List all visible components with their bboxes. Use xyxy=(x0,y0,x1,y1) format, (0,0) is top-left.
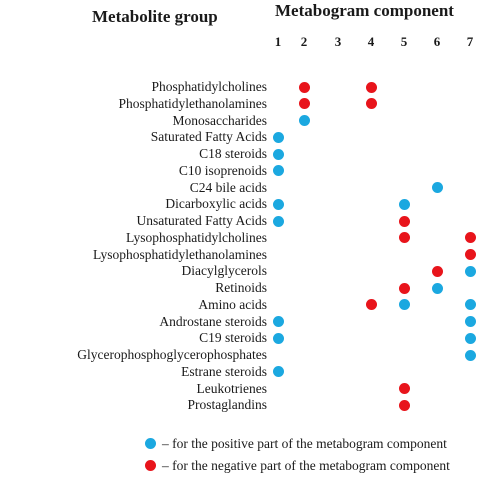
positive-dot xyxy=(398,299,410,311)
positive-dot xyxy=(431,182,443,193)
positive-dot xyxy=(464,316,476,327)
positive-dot xyxy=(464,265,476,277)
positive-dot xyxy=(464,349,476,361)
negative-dot xyxy=(398,399,410,411)
negative-dot xyxy=(398,383,410,394)
negative-dot xyxy=(464,249,476,260)
positive-dot xyxy=(272,332,284,344)
row-label: Unsaturated Fatty Acids xyxy=(136,213,267,228)
legend-negative-text: – for the negative part of the metabogra… xyxy=(162,458,450,473)
negative-dot xyxy=(365,81,377,93)
row-label: Retinoids xyxy=(215,280,267,295)
row-label: Amino acids xyxy=(198,296,267,312)
row-label: C18 steroids xyxy=(199,146,267,161)
column-number-6: 6 xyxy=(433,34,441,49)
positive-dot xyxy=(398,198,410,210)
negative-dot xyxy=(464,232,476,244)
legend-negative-dot xyxy=(145,460,156,471)
row-label: Androstane steroids xyxy=(159,313,267,329)
metabogram-component-header: Metabogram component xyxy=(275,1,454,20)
row-label: Phosphatidylethanolamines xyxy=(118,95,267,111)
column-number-1: 1 xyxy=(274,34,282,49)
row-label: Diacylglycerols xyxy=(181,263,267,279)
legend-positive-text: – for the positive part of the metabogra… xyxy=(162,436,447,451)
row-label: Lysophosphatidylethanolamines xyxy=(93,246,267,262)
row-label: C10 isoprenoids xyxy=(178,162,267,178)
positive-dot xyxy=(272,198,284,210)
negative-dot xyxy=(365,98,377,110)
negative-dot xyxy=(398,215,410,227)
row-label: Prostaglandins xyxy=(187,397,268,413)
row-label: Estrane steroids xyxy=(181,363,267,379)
positive-dot xyxy=(272,131,284,143)
legend-positive-dot xyxy=(145,438,156,449)
row-label: Monosaccharides xyxy=(172,112,267,128)
row-label: Dicarboxylic acids xyxy=(165,196,267,212)
row-label: C19 steroids xyxy=(199,330,267,346)
row-label: Leukotrienes xyxy=(196,380,267,396)
positive-dot xyxy=(272,366,284,378)
positive-dot xyxy=(272,215,284,227)
row-label: Phosphatidylcholines xyxy=(151,79,268,94)
positive-dot xyxy=(464,299,476,311)
positive-dot xyxy=(272,165,284,177)
negative-dot xyxy=(398,232,410,244)
row-label: Lysophosphatidylcholines xyxy=(126,229,267,245)
negative-dot xyxy=(398,282,410,294)
column-number-4: 4 xyxy=(367,34,375,49)
column-number-2: 2 xyxy=(300,34,308,49)
column-number-7: 7 xyxy=(466,34,474,49)
negative-dot xyxy=(365,299,377,311)
metabolite-group-header: Metabolite group xyxy=(92,7,218,26)
positive-dot xyxy=(431,282,443,294)
negative-dot xyxy=(431,265,443,277)
positive-dot xyxy=(272,148,284,160)
negative-dot xyxy=(298,98,310,110)
row-label: Glycerophosphoglycerophosphates xyxy=(77,347,267,362)
column-number-3: 3 xyxy=(334,34,342,49)
positive-dot xyxy=(298,115,310,126)
row-label: C24 bile acids xyxy=(189,179,267,195)
positive-dot xyxy=(272,316,284,327)
row-label: Saturated Fatty Acids xyxy=(150,129,267,145)
column-number-5: 5 xyxy=(400,34,408,49)
positive-dot xyxy=(464,332,476,344)
negative-dot xyxy=(298,81,310,93)
